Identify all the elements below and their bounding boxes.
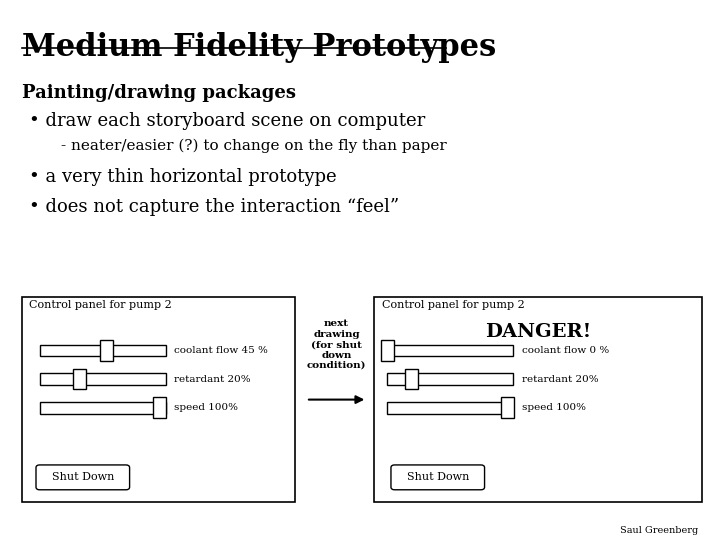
Text: Medium Fidelity Prototypes: Medium Fidelity Prototypes — [22, 32, 496, 63]
FancyBboxPatch shape — [381, 340, 394, 361]
FancyBboxPatch shape — [40, 402, 166, 414]
Text: Control panel for pump 2: Control panel for pump 2 — [382, 300, 524, 310]
Text: coolant flow 0 %: coolant flow 0 % — [522, 346, 609, 355]
FancyBboxPatch shape — [391, 465, 485, 490]
Text: • a very thin horizontal prototype: • a very thin horizontal prototype — [29, 168, 336, 186]
FancyBboxPatch shape — [40, 373, 166, 385]
Text: Shut Down: Shut Down — [52, 472, 114, 482]
Text: next
drawing
(for shut
down
condition): next drawing (for shut down condition) — [307, 319, 366, 370]
FancyBboxPatch shape — [387, 402, 513, 414]
FancyBboxPatch shape — [153, 397, 166, 418]
Text: - neater/easier (?) to change on the fly than paper: - neater/easier (?) to change on the fly… — [61, 139, 447, 153]
Text: Shut Down: Shut Down — [407, 472, 469, 482]
Text: Control panel for pump 2: Control panel for pump 2 — [29, 300, 171, 310]
FancyBboxPatch shape — [100, 340, 113, 361]
Text: coolant flow 45 %: coolant flow 45 % — [174, 346, 268, 355]
FancyBboxPatch shape — [22, 297, 295, 502]
Text: • does not capture the interaction “feel”: • does not capture the interaction “feel… — [29, 198, 399, 216]
FancyBboxPatch shape — [40, 345, 166, 356]
Text: • draw each storyboard scene on computer: • draw each storyboard scene on computer — [29, 112, 425, 130]
FancyBboxPatch shape — [73, 369, 86, 389]
Text: retardant 20%: retardant 20% — [522, 375, 598, 383]
Text: Saul Greenberg: Saul Greenberg — [620, 525, 698, 535]
Text: speed 100%: speed 100% — [174, 403, 238, 412]
FancyBboxPatch shape — [387, 345, 513, 356]
Text: retardant 20%: retardant 20% — [174, 375, 251, 383]
FancyBboxPatch shape — [501, 397, 514, 418]
Text: Painting/drawing packages: Painting/drawing packages — [22, 84, 296, 102]
FancyBboxPatch shape — [387, 373, 513, 385]
Text: DANGER!: DANGER! — [485, 323, 591, 341]
FancyBboxPatch shape — [36, 465, 130, 490]
Text: speed 100%: speed 100% — [522, 403, 586, 412]
FancyBboxPatch shape — [374, 297, 702, 502]
FancyBboxPatch shape — [405, 369, 418, 389]
